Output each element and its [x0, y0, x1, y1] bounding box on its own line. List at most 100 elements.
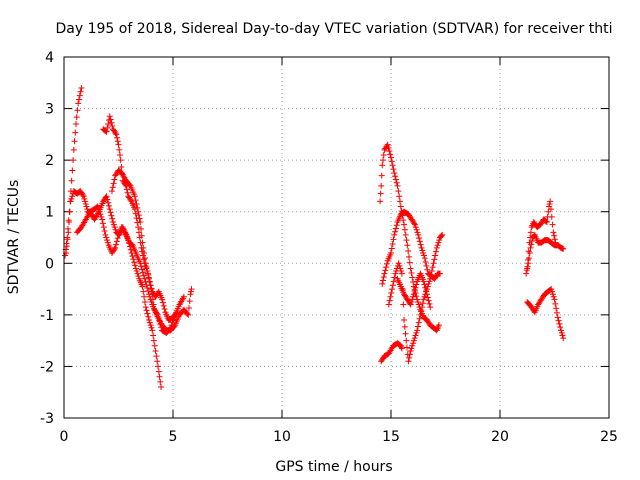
data-point: [70, 157, 77, 164]
data-point: [400, 301, 407, 308]
data-point: [551, 236, 558, 243]
data-point: [133, 268, 140, 275]
data-point: [395, 188, 402, 195]
data-point: [139, 266, 146, 273]
data-point: [439, 231, 446, 238]
data-point: [158, 384, 165, 391]
data-point: [107, 209, 114, 216]
data-point: [129, 253, 136, 260]
data-point: [393, 222, 400, 229]
data-point: [131, 193, 138, 200]
data-point: [109, 122, 116, 129]
data-point: [138, 232, 145, 239]
data-point: [526, 239, 533, 246]
data-point: [139, 283, 146, 290]
data-point: [128, 249, 135, 256]
data-point: [408, 345, 415, 352]
data-point: [409, 342, 416, 349]
data-point: [410, 291, 417, 298]
data-point: [157, 321, 164, 328]
data-point: [412, 284, 419, 291]
data-point: [146, 275, 153, 282]
data-point: [144, 268, 151, 275]
data-point: [403, 344, 410, 351]
data-point: [110, 180, 117, 187]
data-point: [389, 286, 396, 293]
data-point: [401, 221, 408, 228]
data-point: [142, 304, 149, 311]
data-point: [411, 335, 418, 342]
data-point: [141, 255, 148, 262]
data-point: [108, 212, 115, 219]
data-point: [135, 212, 142, 219]
data-point: [401, 323, 408, 330]
data-point: [74, 107, 81, 114]
data-point: [72, 121, 79, 128]
data-point: [390, 278, 397, 285]
data-point: [138, 263, 145, 270]
data-point: [98, 213, 105, 220]
data-point: [412, 224, 419, 231]
data-point: [152, 347, 159, 354]
data-point: [135, 229, 142, 236]
data-point: [414, 298, 421, 305]
data-point: [396, 262, 403, 269]
data-point: [391, 274, 398, 281]
data-point: [103, 193, 110, 200]
data-point: [420, 296, 427, 303]
data-point: [102, 231, 109, 238]
data-point: [402, 231, 409, 238]
data-point: [438, 232, 445, 239]
data-point: [411, 288, 418, 295]
data-point: [426, 300, 433, 307]
data-point: [84, 206, 91, 213]
data-point: [106, 113, 113, 120]
data-point: [145, 313, 152, 320]
y-tick-label: -3: [40, 411, 54, 427]
data-point: [168, 322, 175, 329]
x-tick-label: 20: [491, 429, 509, 445]
data-point: [101, 228, 108, 235]
data-point: [527, 244, 534, 251]
data-point: [411, 221, 418, 228]
data-point: [186, 298, 193, 305]
data-point: [418, 244, 425, 251]
data-point: [143, 264, 150, 271]
y-axis-label: SDTVAR / TECUs: [6, 180, 22, 295]
data-point: [143, 307, 150, 314]
x-tick-label: 25: [600, 429, 618, 445]
data-point: [397, 342, 404, 349]
data-point: [389, 162, 396, 169]
data-point: [405, 358, 412, 365]
data-point: [107, 116, 114, 123]
data-point: [184, 310, 191, 317]
data-point: [99, 216, 106, 223]
data-point: [380, 151, 387, 158]
data-point: [133, 200, 140, 207]
data-point: [403, 337, 410, 344]
data-point: [412, 332, 419, 339]
x-tick-label: 15: [382, 429, 400, 445]
data-point: [139, 239, 146, 246]
data-point: [140, 256, 147, 263]
data-point: [69, 193, 76, 200]
data-point: [423, 288, 430, 295]
data-point: [145, 271, 152, 278]
data-point: [188, 286, 195, 293]
data-point: [102, 128, 109, 135]
data-point: [64, 236, 71, 243]
data-point: [397, 265, 404, 272]
data-point: [103, 128, 110, 135]
y-tick-label: 2: [45, 153, 54, 169]
data-point: [382, 267, 389, 274]
x-tick-label: 5: [169, 429, 178, 445]
data-point: [402, 330, 409, 337]
data-point: [144, 310, 151, 317]
data-point: [134, 270, 141, 277]
data-point: [114, 235, 121, 242]
data-point: [155, 314, 162, 321]
data-point: [420, 278, 427, 285]
data-point: [68, 195, 75, 202]
data-point: [70, 146, 77, 153]
data-point: [104, 237, 111, 244]
